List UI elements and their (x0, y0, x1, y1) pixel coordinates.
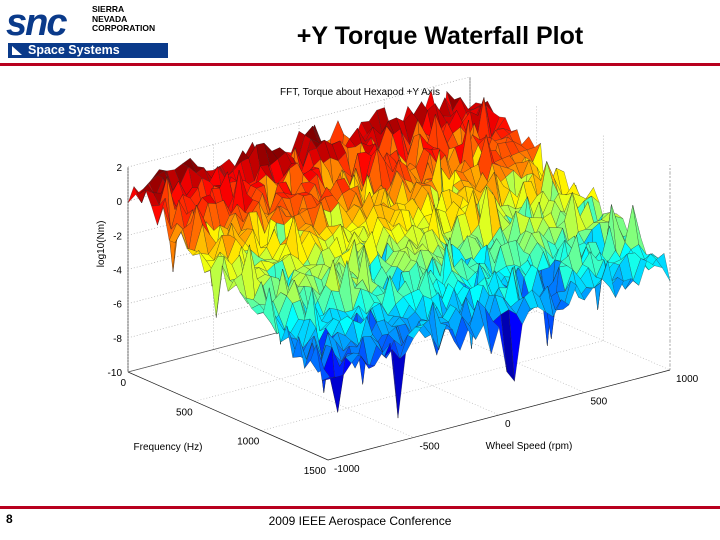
y-tick-label: -1000 (334, 464, 360, 475)
surface-cell (391, 349, 406, 419)
surface-cell (656, 253, 671, 282)
x-tick-label: 500 (176, 407, 193, 418)
logo-bar (8, 43, 168, 58)
y-axis-label: Wheel Speed (rpm) (486, 441, 573, 452)
x-tick-label: 1500 (304, 466, 327, 477)
surface-mesh (127, 90, 671, 419)
z-tick-label: -6 (113, 300, 122, 311)
y-axis-line (327, 369, 671, 461)
grid-x-floor-2 (261, 340, 604, 432)
grid-y-floor-1 (213, 349, 414, 438)
logo-space-systems: Space Systems (28, 43, 120, 57)
grid-z-0 (127, 76, 471, 168)
logo-snc-text: snc (6, 2, 68, 44)
surface-cell (329, 374, 344, 413)
snc-logo: snc SIERRA NEVADA CORPORATION Space Syst… (4, 2, 174, 62)
logo-corp-line-3: CORPORATION (92, 23, 156, 33)
y-tick-label: -500 (420, 442, 440, 453)
surface-cell (322, 377, 336, 381)
y-tick-label: 1000 (676, 374, 699, 385)
z-tick-label: 2 (116, 163, 122, 174)
x-tick-label: 0 (120, 378, 126, 389)
plot-title: FFT, Torque about Hexapod +Y Axis (280, 87, 440, 98)
z-tick-label: -4 (113, 266, 122, 277)
logo-corp-line-1: SIERRA (92, 4, 125, 14)
z-tick-label: 0 (116, 197, 122, 208)
slide-title: +Y Torque Waterfall Plot (296, 22, 584, 50)
z-tick-label: -2 (113, 231, 122, 242)
footer-rule (0, 506, 720, 509)
z-tick-label: -10 (108, 368, 123, 379)
page-number: 8 (6, 512, 13, 526)
conference-name: 2009 IEEE Aerospace Conference (268, 514, 452, 528)
header-rule (0, 63, 720, 66)
z-tick-label: -8 (113, 334, 122, 345)
x-axis-label: Frequency (Hz) (134, 442, 203, 453)
logo-triangle-icon (12, 46, 22, 55)
logo-corp-line-2: NEVADA (92, 13, 128, 24)
logo-corporation-text: SIERRA NEVADA CORPORATION (92, 4, 156, 34)
x-axis-line (127, 371, 329, 461)
y-tick-label: 0 (505, 419, 511, 430)
x-tick-label: 1000 (237, 437, 260, 448)
y-tick-label: 500 (591, 397, 608, 408)
z-axis-label: log10(Nm) (96, 221, 107, 268)
